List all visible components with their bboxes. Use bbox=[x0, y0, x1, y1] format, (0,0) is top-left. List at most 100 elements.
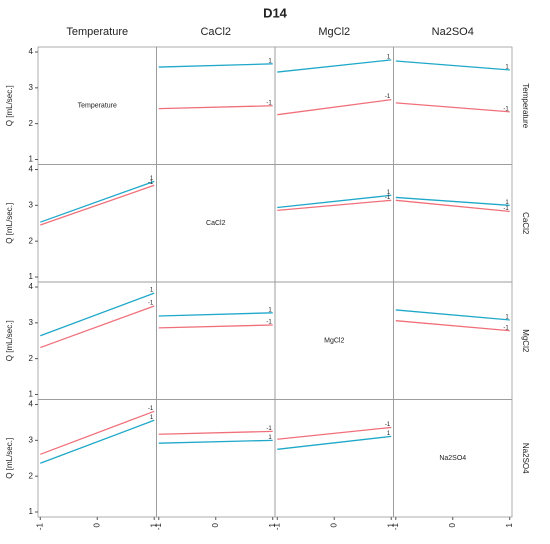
y-tick-label: 2 bbox=[29, 119, 34, 128]
line bbox=[277, 199, 392, 212]
row-header: Na2SO4 bbox=[521, 443, 530, 474]
y-tick-label: 3 bbox=[29, 200, 34, 209]
series-label: -1 bbox=[385, 422, 391, 428]
y-tick-label: 1 bbox=[29, 272, 34, 281]
panel-label: Na2SO4 bbox=[439, 455, 466, 462]
line bbox=[158, 324, 273, 329]
line bbox=[158, 439, 273, 444]
line bbox=[395, 309, 510, 321]
x-tick-label: 1 bbox=[149, 522, 158, 527]
series-label: -1 bbox=[385, 195, 391, 201]
chart-title: D14 bbox=[263, 5, 288, 20]
line bbox=[40, 184, 155, 226]
y-tick-label: 1 bbox=[29, 155, 34, 164]
line bbox=[277, 194, 392, 209]
series-label: -1 bbox=[266, 320, 272, 326]
y-axis-label: Q [mL/sec.] bbox=[5, 438, 14, 479]
y-tick-label: 3 bbox=[29, 435, 34, 444]
series-label: -1 bbox=[148, 406, 154, 412]
panel-frame bbox=[274, 399, 394, 518]
line bbox=[395, 102, 510, 113]
x-tick-label: 0 bbox=[329, 522, 338, 527]
series-label: 1 bbox=[150, 415, 154, 421]
series-label: 1 bbox=[387, 190, 391, 196]
y-tick-label: 3 bbox=[29, 318, 34, 327]
panel-frame bbox=[274, 46, 394, 165]
line bbox=[395, 199, 510, 213]
y-tick-label: 1 bbox=[29, 507, 34, 516]
line bbox=[277, 435, 392, 450]
x-tick-label: -1 bbox=[154, 522, 163, 530]
panel-frame bbox=[37, 164, 157, 283]
series-label: 1 bbox=[268, 307, 272, 313]
series-label: -1 bbox=[266, 426, 272, 432]
y-tick-label: 4 bbox=[29, 47, 34, 56]
y-tick-label: 1 bbox=[29, 390, 34, 399]
line bbox=[277, 99, 392, 116]
panel-frame bbox=[156, 281, 276, 400]
series-label: 1 bbox=[505, 65, 509, 71]
series-label: 1 bbox=[505, 315, 509, 321]
y-tick-label: 3 bbox=[29, 83, 34, 92]
series-label: 1 bbox=[387, 431, 391, 437]
column-header: Temperature bbox=[66, 26, 128, 38]
series-label: -1 bbox=[266, 100, 272, 106]
series-label: 1 bbox=[150, 288, 154, 294]
panel-frame bbox=[393, 281, 513, 400]
series-label: -1 bbox=[503, 106, 509, 112]
line bbox=[40, 419, 155, 464]
series-label: 1 bbox=[387, 54, 391, 60]
column-header: Na2SO4 bbox=[432, 26, 474, 38]
x-tick-label: 0 bbox=[211, 522, 220, 527]
line bbox=[158, 312, 273, 317]
panel-frame bbox=[393, 46, 513, 165]
y-tick-label: 4 bbox=[29, 165, 34, 174]
line bbox=[40, 292, 155, 337]
line bbox=[277, 426, 392, 440]
panel-frame bbox=[156, 399, 276, 518]
line bbox=[277, 59, 392, 73]
line bbox=[395, 196, 510, 206]
y-tick-label: 2 bbox=[29, 471, 34, 480]
column-header: CaCl2 bbox=[200, 26, 231, 38]
series-label: 1 bbox=[505, 200, 509, 206]
panel-frame bbox=[393, 164, 513, 283]
panel-label: MgCl2 bbox=[324, 338, 344, 345]
series-label: 1 bbox=[150, 176, 154, 182]
panel-label: Temperature bbox=[78, 103, 117, 110]
y-tick-label: 4 bbox=[29, 282, 34, 291]
series-label: -1 bbox=[385, 94, 391, 100]
column-header: MgCl2 bbox=[318, 26, 350, 38]
x-tick-label: 1 bbox=[505, 522, 514, 527]
x-tick-label: 0 bbox=[448, 522, 457, 527]
line bbox=[158, 430, 273, 435]
x-tick-label: -1 bbox=[272, 522, 281, 530]
x-tick-label: -1 bbox=[391, 522, 400, 530]
x-tick-label: -1 bbox=[35, 522, 44, 530]
line bbox=[395, 320, 510, 332]
panel-frame bbox=[274, 164, 394, 283]
line bbox=[40, 180, 155, 223]
y-axis-label: Q [mL/sec.] bbox=[5, 85, 14, 126]
y-tick-label: 4 bbox=[29, 400, 34, 409]
series-label: -1 bbox=[503, 206, 509, 212]
y-tick-label: 2 bbox=[29, 236, 34, 245]
x-tick-label: 0 bbox=[92, 522, 101, 527]
row-header: CaCl2 bbox=[521, 212, 530, 235]
y-axis-label: Q [mL/sec.] bbox=[5, 320, 14, 361]
y-tick-label: 2 bbox=[29, 354, 34, 363]
line bbox=[158, 63, 273, 68]
x-tick-label: 1 bbox=[268, 522, 277, 527]
line bbox=[395, 60, 510, 71]
x-tick-label: 1 bbox=[386, 522, 395, 527]
series-label: -1 bbox=[148, 180, 154, 186]
line bbox=[40, 305, 155, 349]
series-label: -1 bbox=[148, 301, 154, 307]
panel-label: CaCl2 bbox=[206, 220, 226, 227]
panel-frame bbox=[37, 281, 157, 400]
y-axis-label: Q [mL/sec.] bbox=[5, 203, 14, 244]
row-header: MgCl2 bbox=[521, 329, 530, 353]
line bbox=[158, 105, 273, 110]
line bbox=[40, 410, 155, 455]
